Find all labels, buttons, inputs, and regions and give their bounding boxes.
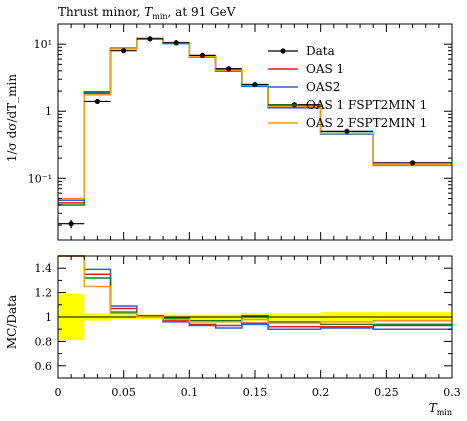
y-main-tick-label: 1 <box>45 105 52 118</box>
x-tick-label: 0.3 <box>443 386 461 399</box>
legend-label: OAS 1 <box>306 62 344 76</box>
legend-label: Data <box>306 44 335 58</box>
x-tick-label: 0.05 <box>111 386 136 399</box>
x-tick-label: 0.2 <box>312 386 330 399</box>
data-point <box>373 160 452 166</box>
x-tick-label: 0.15 <box>243 386 268 399</box>
y-ratio-tick-label: 1.4 <box>35 262 53 275</box>
legend-entry: OAS2 <box>268 80 340 94</box>
data-point <box>189 52 216 59</box>
y-ratio-tick-label: 0.8 <box>35 335 53 348</box>
plot-title: Thrust minor, Tmin, at 91 GeV <box>58 5 236 21</box>
legend-entry: OAS 1 <box>268 62 344 76</box>
data-point <box>110 48 137 54</box>
data-point <box>215 66 242 72</box>
data-point <box>241 81 269 88</box>
y-main-tick-label: 10⁻¹ <box>28 172 52 185</box>
x-tick-label: 0.1 <box>181 386 199 399</box>
legend-entry: Data <box>268 44 335 58</box>
legend-label: OAS2 <box>306 80 340 94</box>
ratio-panel: 0 0.05 0.1 0.15 0.2 0.25 0.3 0.6 0.8 1 1.2 1.4 <box>35 255 461 399</box>
y-ratio-tick-label: 1 <box>45 311 52 324</box>
legend: Data OAS 1 OAS2 OAS 1 FSPT2MIN 1 OAS 2 FSPT2… <box>268 44 427 130</box>
legend-entry: OAS 1 FSPT2MIN 1 <box>268 98 427 112</box>
x-tick-label: 0 <box>55 386 62 399</box>
data-point <box>58 219 85 229</box>
ratio-line-oas-2-fspt2min-1 <box>58 255 452 324</box>
data-point <box>84 98 111 105</box>
legend-entry: OAS 2 FSPT2MIN 1 <box>268 116 427 130</box>
legend-label: OAS 2 FSPT2MIN 1 <box>306 116 427 130</box>
data-point <box>320 128 374 135</box>
y-ratio-tick-label: 0.6 <box>35 360 53 373</box>
main-frame <box>57 23 453 241</box>
data-point <box>136 36 164 42</box>
x-tick-label: 0.25 <box>374 386 399 399</box>
y-axis-label-ratio: MC/Data <box>5 295 19 349</box>
y-axis-label-main: 1/σ dσ/dT_min <box>5 74 19 163</box>
y-main-tick-label: 10¹ <box>34 38 52 51</box>
x-axis-label: Tmin <box>429 401 452 417</box>
main-panel: 10⁻¹ 1 10¹ <box>28 23 453 241</box>
y-ratio-tick-label: 1.2 <box>35 287 53 300</box>
data-point <box>163 40 190 46</box>
legend-label: OAS 1 FSPT2MIN 1 <box>306 98 427 112</box>
